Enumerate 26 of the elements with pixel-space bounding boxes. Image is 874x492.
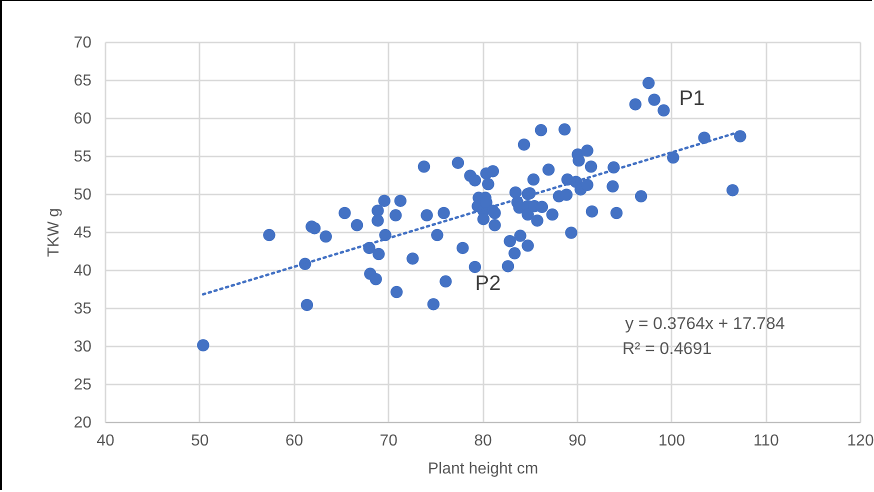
y-tick-label: 40: [74, 262, 92, 280]
x-tick-label: 100: [658, 432, 686, 450]
y-tick-label: 50: [74, 186, 92, 204]
x-axis-title: Plant height cm: [428, 460, 538, 478]
annotation: P1: [679, 87, 705, 110]
y-tick-label: 70: [74, 34, 92, 52]
y-tick-label: 45: [74, 224, 92, 242]
annotation: P2: [475, 272, 501, 295]
y-tick-label: 35: [74, 300, 92, 318]
y-tick-label: 60: [74, 110, 92, 128]
y-tick-label: 20: [74, 414, 92, 432]
x-tick-label: 60: [285, 432, 304, 450]
x-tick-label: 80: [474, 432, 492, 450]
y-tick-label: 30: [74, 338, 92, 356]
x-tick-label: 50: [190, 432, 209, 450]
annotation: R² = 0.4691: [622, 339, 712, 358]
y-axis-title: TKW g: [46, 208, 63, 257]
y-tick-label: 65: [74, 72, 92, 90]
y-tick-label: 55: [74, 148, 92, 166]
annotation: y = 0.3764x + 17.784: [625, 314, 785, 333]
x-tick-label: 40: [96, 432, 114, 450]
x-tick-label: 110: [753, 432, 779, 450]
y-tick-label: 25: [74, 376, 92, 394]
x-tick-label: 90: [568, 432, 586, 450]
x-tick-label: 70: [380, 432, 398, 450]
x-tick-label: 120: [847, 432, 874, 450]
